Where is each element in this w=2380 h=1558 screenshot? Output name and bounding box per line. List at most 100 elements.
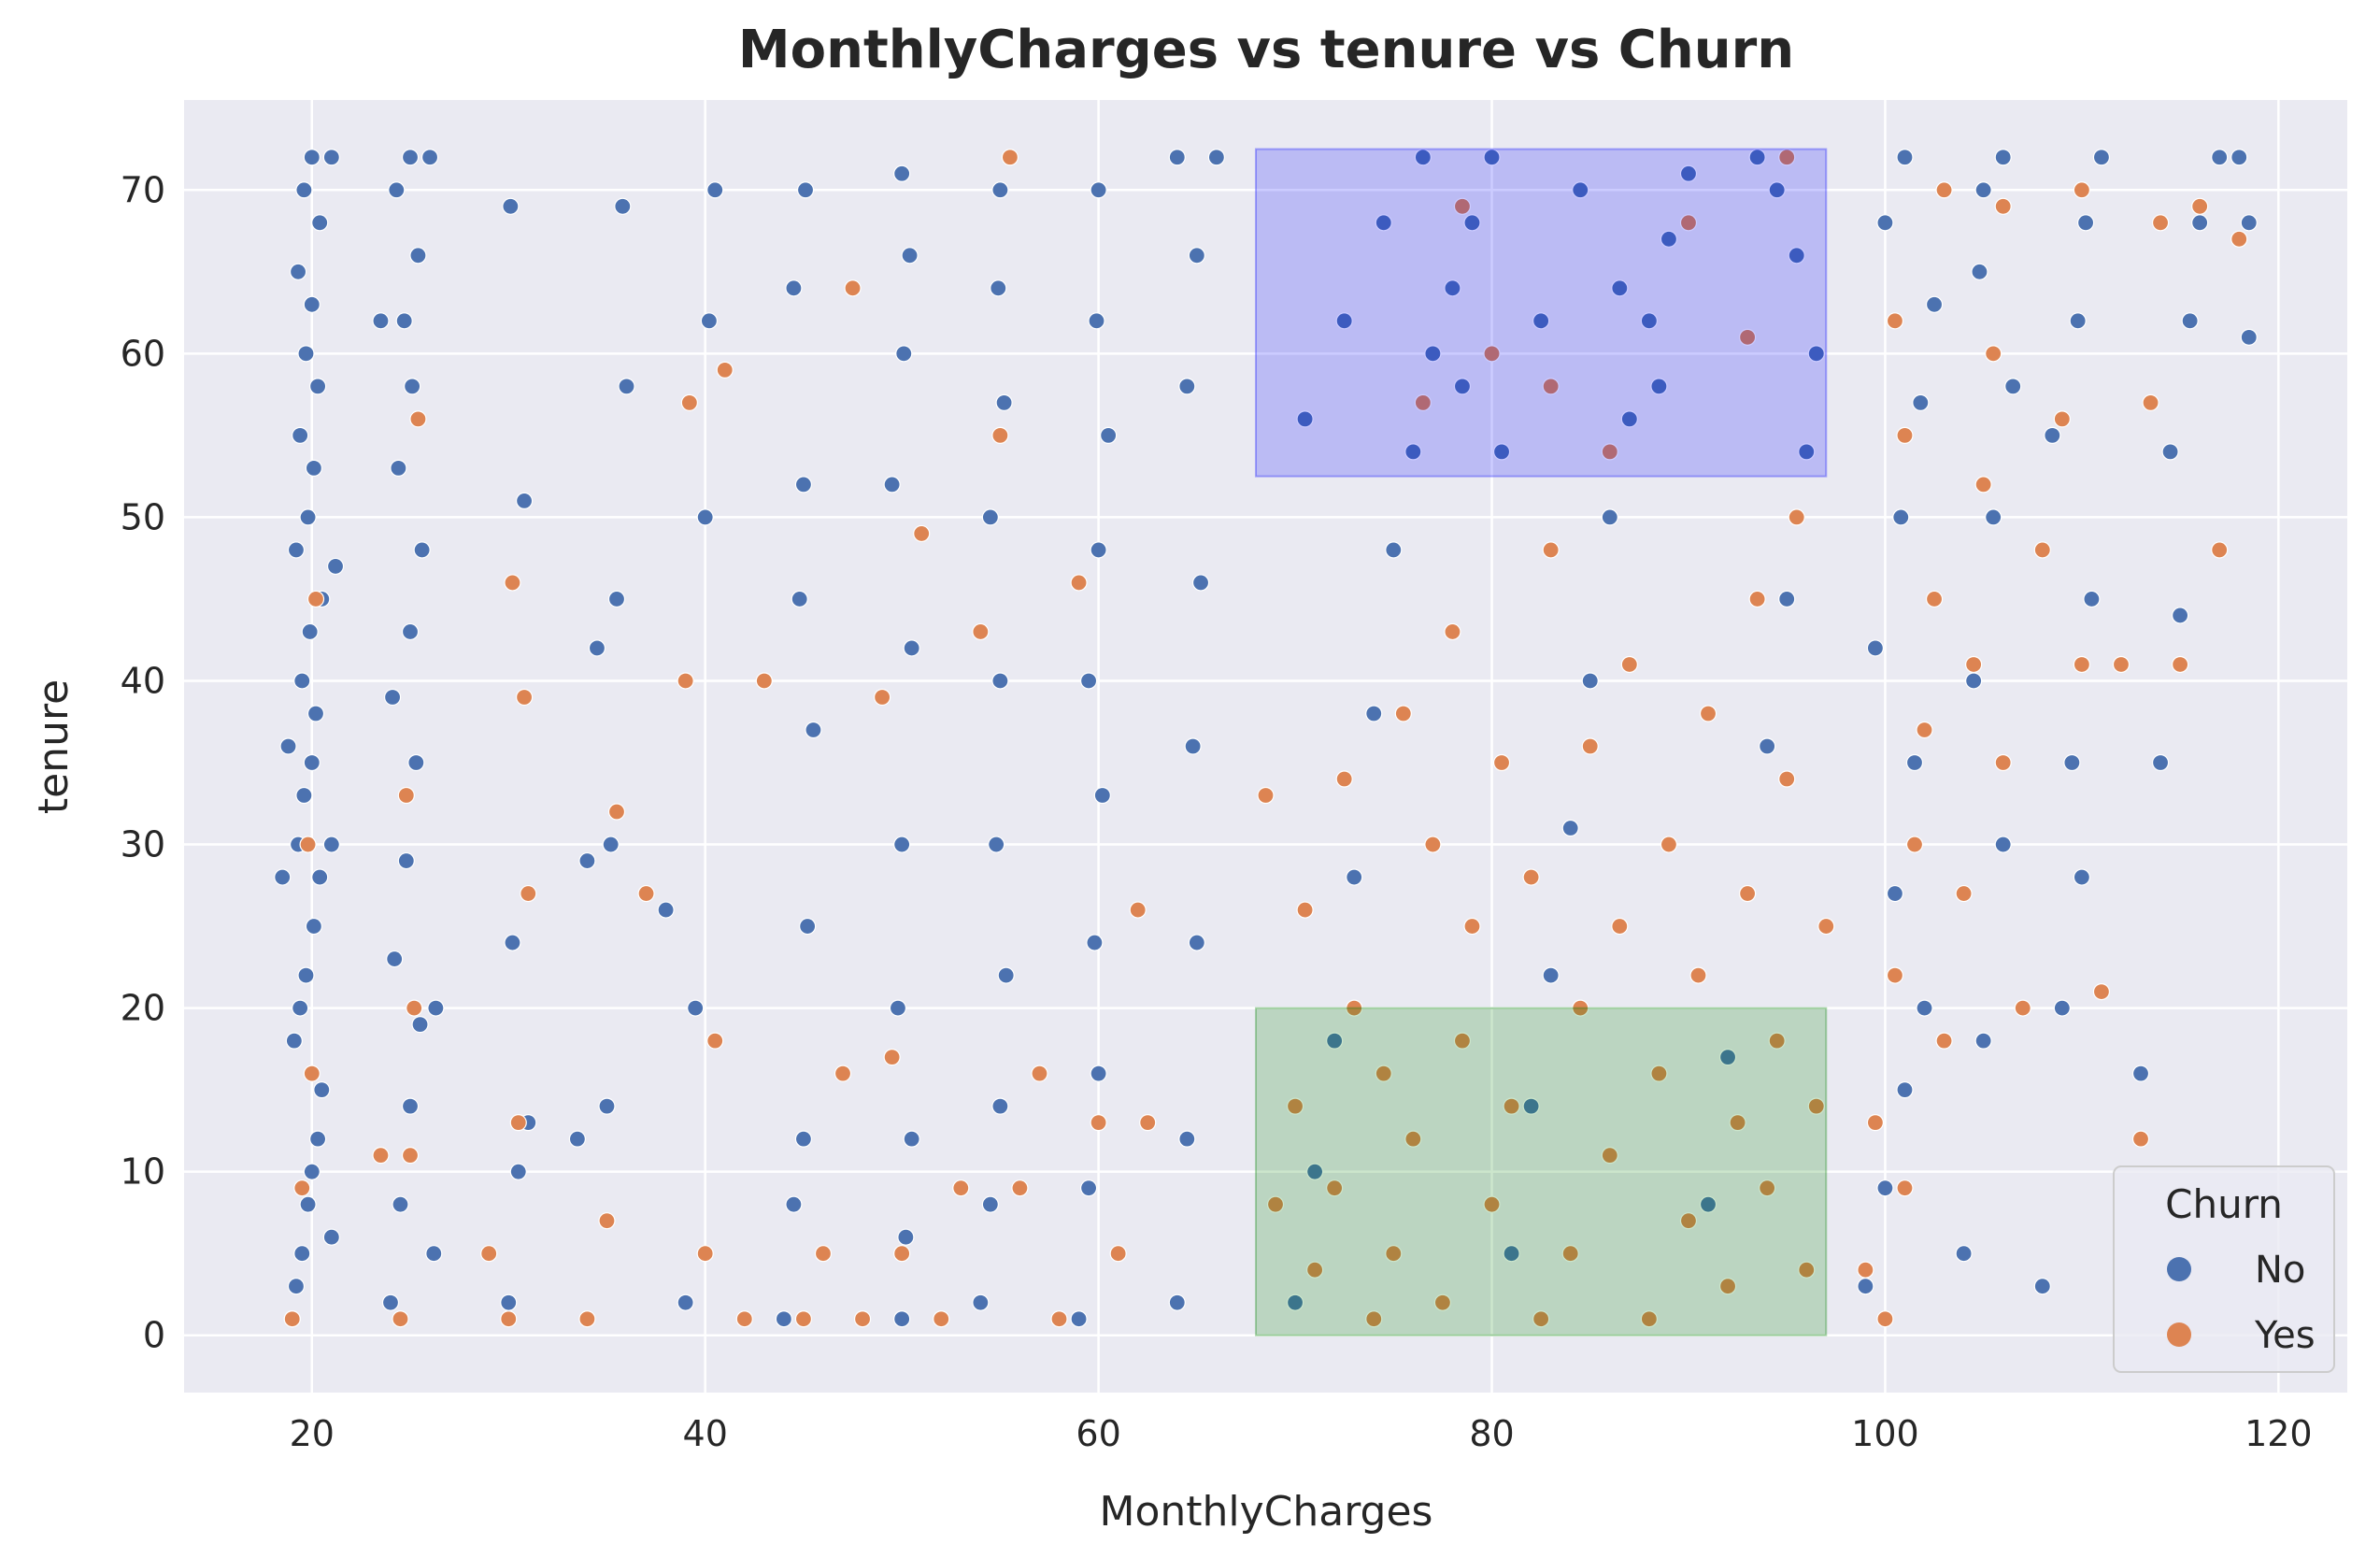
scatter-point-yes: [1266, 1195, 1285, 1213]
scatter-point-no: [1492, 443, 1511, 461]
scatter-point-no: [1178, 378, 1196, 395]
scatter-point-yes: [1581, 737, 1599, 755]
scatter-point-no: [1326, 1032, 1344, 1050]
scatter-point-yes: [1798, 1261, 1816, 1279]
scatter-point-no: [1079, 1179, 1098, 1197]
scatter-point-yes: [2131, 1130, 2150, 1148]
scatter-point-no: [1191, 574, 1210, 592]
x-tick-label: 80: [1469, 1413, 1514, 1454]
scatter-point-no: [1965, 672, 1983, 690]
scatter-point-no: [515, 492, 534, 510]
scatter-point-yes: [1433, 1294, 1452, 1311]
scatter-point-no: [1955, 1245, 1973, 1263]
scatter-point-no: [297, 966, 315, 984]
y-tick-label: 20: [121, 988, 165, 1029]
scatter-point-no: [2151, 753, 2170, 772]
scatter-point-yes: [2112, 655, 2131, 674]
scatter-point-yes: [1011, 1179, 1029, 1197]
scatter-point-no: [1093, 786, 1111, 805]
scatter-point-yes: [1679, 214, 1698, 232]
scatter-point-no: [299, 508, 317, 526]
scatter-point-no: [2069, 312, 2087, 330]
scatter-point-yes: [2053, 410, 2071, 428]
scatter-point-no: [2073, 868, 2090, 886]
scatter-point-no: [2131, 1065, 2150, 1082]
legend-title: Churn: [2165, 1181, 2283, 1227]
scatter-point-yes: [1090, 1114, 1107, 1132]
scatter-point-no: [706, 181, 724, 199]
scatter-point-no: [303, 295, 321, 313]
scatter-point-yes: [2073, 655, 2090, 674]
scatter-point-no: [1886, 884, 1904, 903]
scatter-point-no: [2211, 149, 2229, 166]
scatter-point-no: [397, 851, 415, 870]
scatter-point-no: [1188, 934, 1205, 951]
scatter-point-yes: [1866, 1114, 1885, 1132]
scatter-point-yes: [952, 1179, 970, 1197]
scatter-point-no: [1974, 1032, 1992, 1050]
tick-labels: 20 40 60 80 100 120 0 10 20 30 40 50 60 70: [121, 169, 2313, 1454]
scatter-point-no: [293, 1245, 311, 1263]
scatter-point-no: [2092, 149, 2111, 166]
scatter-point-yes: [598, 1212, 616, 1230]
scatter-point-yes: [392, 1310, 409, 1328]
scatter-point-yes: [1748, 590, 1766, 608]
grid: [184, 100, 2347, 1393]
scatter-point-yes: [480, 1245, 498, 1263]
scatter-point-no: [390, 459, 407, 477]
scatter-point-no: [303, 149, 321, 166]
scatter-point-yes: [1739, 328, 1757, 346]
scatter-point-no: [289, 263, 307, 280]
scatter-point-yes: [1974, 476, 1992, 493]
scatter-point-no: [1286, 1294, 1304, 1311]
scatter-point-yes: [2172, 655, 2189, 674]
scatter-point-no: [305, 917, 322, 936]
scatter-point-yes: [1601, 1147, 1618, 1165]
scatter-point-yes: [1375, 1065, 1392, 1082]
scatter-point-no: [1090, 1065, 1107, 1082]
scatter-point-yes: [883, 1049, 901, 1066]
scatter-point-yes: [1444, 622, 1461, 641]
scatter-point-no: [1463, 214, 1481, 232]
scatter-point-no: [2230, 149, 2248, 166]
scatter-point-no: [279, 737, 297, 755]
scatter-point-yes: [283, 1310, 301, 1328]
scatter-point-yes: [1759, 1179, 1776, 1197]
scatter-point-no: [372, 312, 390, 330]
scatter-point-no: [509, 1163, 527, 1180]
scatter-point-yes: [1739, 884, 1757, 903]
scatter-point-yes: [716, 361, 734, 379]
y-tick-label: 50: [121, 496, 165, 537]
scatter-point-yes: [637, 884, 655, 903]
scatter-point-no: [1561, 819, 1579, 837]
scatter-point-no: [1090, 181, 1107, 199]
scatter-point-no: [292, 999, 309, 1017]
scatter-point-yes: [397, 786, 415, 805]
scatter-point-yes: [680, 393, 698, 411]
scatter-point-no: [1718, 1049, 1737, 1066]
scatter-point-no: [903, 639, 920, 657]
scatter-point-yes: [1050, 1310, 1068, 1328]
scatter-point-no: [794, 1130, 813, 1148]
scatter-point-no: [1178, 1130, 1196, 1148]
scatter-points: [274, 149, 2258, 1328]
scatter-point-no: [2076, 214, 2095, 232]
scatter-point-yes: [1896, 426, 1914, 444]
scatter-point-no: [1532, 312, 1550, 330]
scatter-point-yes: [401, 1147, 420, 1165]
scatter-point-no: [901, 247, 919, 264]
scatter-point-no: [1896, 1081, 1914, 1099]
scatter-point-yes: [794, 1310, 813, 1328]
scatter-point-yes: [1286, 1097, 1304, 1115]
scatter-point-yes: [1463, 917, 1481, 936]
scatter-point-no: [775, 1310, 792, 1328]
scatter-point-yes: [1503, 1097, 1520, 1115]
scatter-point-no: [1335, 312, 1353, 330]
scatter-point-yes: [607, 803, 626, 821]
scatter-point-yes: [1492, 753, 1511, 772]
scatter-point-no: [991, 1097, 1009, 1115]
scatter-point-yes: [1365, 1310, 1383, 1328]
scatter-point-no: [1896, 149, 1914, 166]
scatter-point-yes: [1601, 443, 1618, 461]
y-tick-label: 70: [121, 169, 165, 210]
